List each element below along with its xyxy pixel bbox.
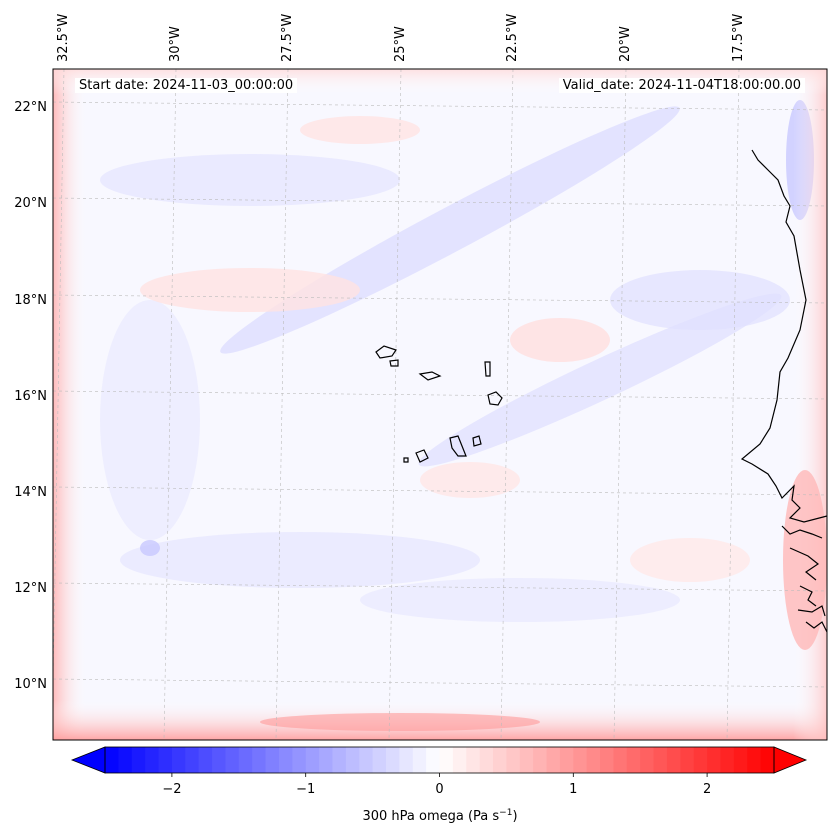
island-maio xyxy=(472,435,482,447)
colorbar-segment xyxy=(131,747,146,773)
island-boa-vista xyxy=(487,391,503,406)
colorbar-label: 300 hPa omega (Pa s−1) xyxy=(362,808,517,824)
colorbar-segment xyxy=(493,747,507,773)
island-santiago xyxy=(449,435,467,457)
longitude-labels: 32.5°W 30°W 27.5°W 25°W 22.5°W 20°W 17.5°W xyxy=(56,14,746,62)
lat-tick-label: 14°N xyxy=(14,485,47,500)
lat-tick-label: 18°N xyxy=(14,293,47,308)
colorbar-segment xyxy=(733,747,748,773)
colorbar-segment xyxy=(185,747,200,773)
lon-tick-label: 32.5°W xyxy=(56,14,71,62)
colorbar-segment xyxy=(265,747,280,773)
colorbar-segment xyxy=(439,747,454,773)
map-frame xyxy=(52,68,828,741)
colorbar-segment xyxy=(533,747,548,773)
colorbar-segment xyxy=(345,747,360,773)
island-sao-nicolau xyxy=(418,371,442,381)
omega-field xyxy=(53,69,827,740)
colorbar-segment xyxy=(653,747,668,773)
colorbar-segment xyxy=(760,747,775,773)
colorbar-segment xyxy=(466,747,481,773)
colorbar-segment xyxy=(586,747,601,773)
start-date-label: Start date: 2024-11-03_00:00:00 xyxy=(75,78,298,93)
colorbar-segment xyxy=(720,747,735,773)
colorbar-segment xyxy=(212,747,227,773)
colorbar-segment xyxy=(238,747,253,773)
colorbar-segment xyxy=(399,747,414,773)
colorbar-segment xyxy=(666,747,681,773)
colorbar-segment xyxy=(412,747,427,773)
colorbar-segment xyxy=(573,747,588,773)
colorbar-segment xyxy=(747,747,762,773)
island-santo-antao xyxy=(375,345,397,359)
colorbar-segment xyxy=(506,747,521,773)
colorbar-segment xyxy=(707,747,722,773)
africa-coastline xyxy=(740,149,828,633)
colorbar-segment xyxy=(693,747,708,773)
lat-tick-label: 16°N xyxy=(14,389,47,404)
colorbar-segment xyxy=(198,747,213,773)
colorbar-segment xyxy=(252,747,267,773)
colorbar-tick-label: −1 xyxy=(296,782,315,797)
colorbar-segment xyxy=(600,747,615,773)
colorbar-segment xyxy=(171,747,186,773)
colorbar-segment xyxy=(546,747,561,773)
lon-tick-label: 20°W xyxy=(618,26,633,62)
colorbar-tick-label: 0 xyxy=(435,782,443,797)
lat-tick-label: 12°N xyxy=(14,581,47,596)
colorbar-segment xyxy=(359,747,374,773)
colorbar: −2 −1 0 1 2 xyxy=(70,746,808,797)
colorbar-segment xyxy=(292,747,307,773)
colorbar-segment xyxy=(680,747,695,773)
colorbar-segment xyxy=(158,747,173,773)
colorbar-segment xyxy=(426,747,441,773)
colorbar-segment xyxy=(479,747,494,773)
lat-tick-label: 10°N xyxy=(14,677,47,692)
lon-tick-label: 27.5°W xyxy=(280,14,295,62)
lat-tick-label: 22°N xyxy=(14,100,47,115)
coastline xyxy=(375,149,828,633)
gridlines xyxy=(53,69,827,740)
island-brava xyxy=(403,457,409,463)
colorbar-segment xyxy=(319,747,334,773)
colorbar-tick-label: 1 xyxy=(569,782,577,797)
lat-tick-label: 20°N xyxy=(14,196,47,211)
colorbar-segment xyxy=(105,747,119,773)
island-sao-vicente xyxy=(389,359,399,367)
colorbar-segment xyxy=(372,747,387,773)
colorbar-tick-label: 2 xyxy=(703,782,711,797)
colorbar-segment xyxy=(626,747,641,773)
colorbar-segment xyxy=(305,747,320,773)
lon-tick-label: 22.5°W xyxy=(505,14,520,62)
colorbar-tick-label: −2 xyxy=(162,782,181,797)
latitude-labels: 22°N 20°N 18°N 16°N 14°N 12°N 10°N xyxy=(14,100,47,692)
colorbar-segment xyxy=(332,747,347,773)
colorbar-segment xyxy=(225,747,240,773)
island-fogo xyxy=(415,449,429,463)
island-sal xyxy=(484,361,491,377)
lon-tick-label: 17.5°W xyxy=(731,14,746,62)
colorbar-min-extend xyxy=(70,746,106,774)
lon-tick-label: 25°W xyxy=(393,26,408,62)
colorbar-segment xyxy=(613,747,628,773)
colorbar-segment xyxy=(452,747,467,773)
colorbar-segment xyxy=(278,747,293,773)
colorbar-segment xyxy=(385,747,400,773)
colorbar-segment xyxy=(145,747,160,773)
colorbar-segment xyxy=(559,747,574,773)
colorbar-max-extend xyxy=(773,746,808,774)
valid-date-label: Valid_date: 2024-11-04T18:00:00.00 xyxy=(558,78,805,93)
colorbar-segment xyxy=(519,747,534,773)
colorbar-segment xyxy=(118,747,133,773)
colorbar-segment xyxy=(640,747,655,773)
lon-tick-label: 30°W xyxy=(168,26,183,62)
